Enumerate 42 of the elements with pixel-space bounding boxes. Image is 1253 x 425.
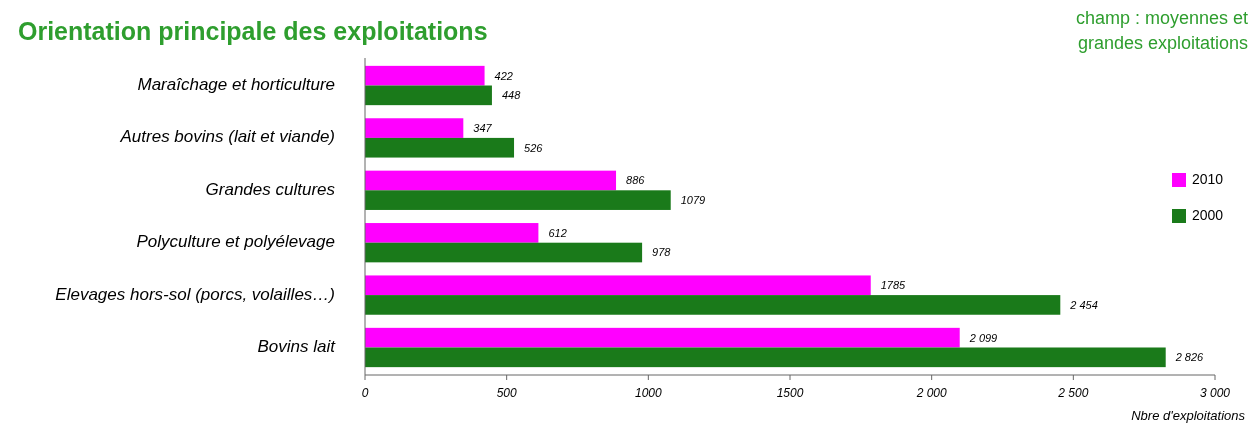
x-tick-label: 1000 xyxy=(634,386,662,400)
data-label: 1079 xyxy=(680,194,706,207)
bar xyxy=(365,137,515,158)
y-tick-label: Autres bovins (lait et viande) xyxy=(119,127,335,147)
x-tick-label: 2 500 xyxy=(1057,386,1089,400)
bar xyxy=(365,190,671,210)
bar xyxy=(365,170,617,191)
x-tick-label: 1500 xyxy=(776,386,804,400)
data-label: 422 xyxy=(494,69,513,82)
y-tick-label: Polyculture et polyélevage xyxy=(136,232,335,252)
x-tick-label: 2 000 xyxy=(915,386,948,400)
data-label: 2 826 xyxy=(1174,351,1205,364)
text: champ : moyennes et grandes exploitations xyxy=(1075,8,1248,53)
y-tick-label: Bovins lait xyxy=(257,336,337,356)
bar xyxy=(365,85,492,106)
data-label: 2 454 xyxy=(1069,298,1098,311)
x-tick-label: 0 xyxy=(361,386,369,400)
data-label: 886 xyxy=(626,174,646,187)
bar xyxy=(365,118,464,138)
data-label: 2 099 xyxy=(968,331,998,344)
data-label: 526 xyxy=(524,141,544,154)
bar xyxy=(365,295,1061,315)
x-tick-label: 500 xyxy=(496,386,517,400)
bar xyxy=(365,347,1166,368)
data-label: 448 xyxy=(501,89,522,102)
legend-label: 2000 xyxy=(1192,206,1224,223)
data-label: 347 xyxy=(473,121,493,134)
y-tick-label: Grandes cultures xyxy=(205,179,336,199)
bar xyxy=(365,242,643,263)
chart-title: Orientation principale des exploitations xyxy=(18,17,488,45)
x-axis-title: Nbre d'exploitations xyxy=(1131,408,1246,423)
bar xyxy=(365,223,539,243)
bar xyxy=(365,327,960,348)
data-label: 612 xyxy=(548,226,567,239)
bar xyxy=(365,65,485,86)
data-label: 978 xyxy=(652,246,672,259)
bar xyxy=(365,275,871,296)
y-tick-label: Elevages hors-sol (porcs, volailles…) xyxy=(55,284,335,304)
y-tick-label: Maraîchage et horticulture xyxy=(137,74,335,94)
legend-label: 2010 xyxy=(1192,170,1224,187)
x-tick-label: 3 000 xyxy=(1199,386,1231,400)
data-label: 1785 xyxy=(880,279,907,292)
